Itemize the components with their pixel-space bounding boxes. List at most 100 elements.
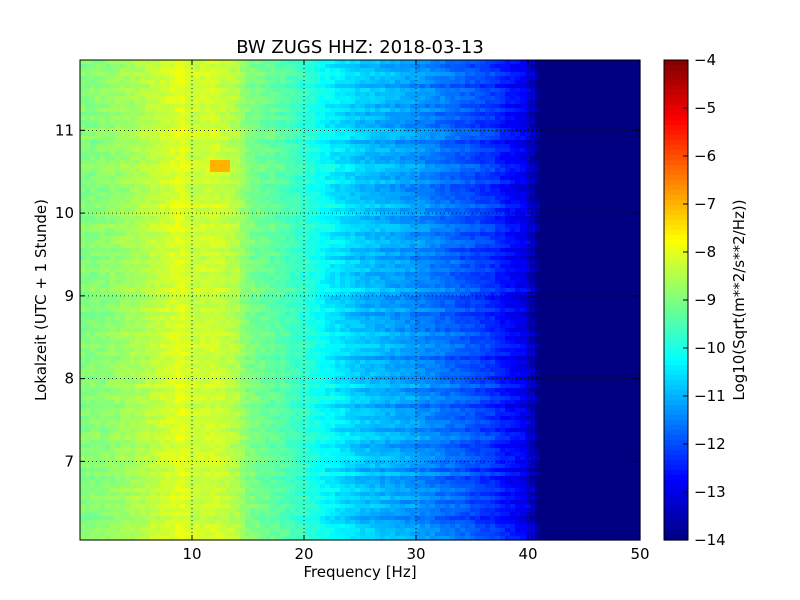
heatmap-cell <box>210 100 216 105</box>
heatmap-cell <box>585 144 591 149</box>
heatmap-cell <box>110 84 116 89</box>
heatmap-cell <box>95 120 101 125</box>
heatmap-cell <box>535 124 541 129</box>
heatmap-cell <box>490 132 496 137</box>
heatmap-cell <box>475 168 481 173</box>
heatmap-cell <box>450 120 456 125</box>
heatmap-cell <box>615 132 621 137</box>
heatmap-cell <box>280 72 286 77</box>
heatmap-cell <box>315 236 321 241</box>
heatmap-cell <box>95 224 101 229</box>
heatmap-cell <box>590 116 596 121</box>
heatmap-cell <box>440 164 446 169</box>
heatmap-cell <box>500 176 506 181</box>
heatmap-cell <box>540 164 546 169</box>
heatmap-cell <box>175 204 181 209</box>
heatmap-cell <box>465 144 471 149</box>
heatmap-cell <box>505 176 511 181</box>
heatmap-cell <box>355 236 361 241</box>
heatmap-cell <box>175 192 181 197</box>
heatmap-cell <box>315 220 321 225</box>
heatmap-cell <box>85 112 91 117</box>
heatmap-cell <box>535 112 541 117</box>
heatmap-cell <box>355 188 361 193</box>
heatmap-cell <box>460 80 466 85</box>
heatmap-cell <box>335 168 341 173</box>
heatmap-cell <box>330 212 336 217</box>
heatmap-cell <box>510 168 516 173</box>
heatmap-cell <box>260 192 266 197</box>
heatmap-cell <box>635 208 641 213</box>
heatmap-cell <box>170 76 176 81</box>
heatmap-cell <box>370 104 376 109</box>
heatmap-cell <box>355 124 361 129</box>
heatmap-cell <box>565 180 571 185</box>
heatmap-cell <box>205 232 211 237</box>
heatmap-cell <box>375 88 381 93</box>
heatmap-cell <box>340 228 346 233</box>
heatmap-cell <box>275 120 281 125</box>
heatmap-cell <box>390 92 396 97</box>
heatmap-cell <box>435 184 441 189</box>
heatmap-cell <box>565 188 571 193</box>
heatmap-cell <box>235 176 241 181</box>
heatmap-cell <box>155 116 161 121</box>
heatmap-cell <box>395 132 401 137</box>
heatmap-cell <box>230 116 236 121</box>
heatmap-cell <box>370 108 376 113</box>
heatmap-cell <box>215 136 221 141</box>
heatmap-cell <box>365 164 371 169</box>
heatmap-cell <box>425 144 431 149</box>
heatmap-cell <box>450 84 456 89</box>
heatmap-cell <box>615 172 621 177</box>
heatmap-cell <box>450 208 456 213</box>
heatmap-cell <box>555 116 561 121</box>
heatmap-cell <box>530 120 536 125</box>
heatmap-cell <box>300 212 306 217</box>
heatmap-cell <box>220 64 226 69</box>
heatmap-cell <box>625 224 631 229</box>
heatmap-cell <box>535 232 541 237</box>
heatmap-cell <box>440 168 446 173</box>
heatmap-cell <box>210 184 216 189</box>
heatmap-cell <box>335 112 341 117</box>
heatmap-cell <box>415 148 421 153</box>
heatmap-cell <box>135 64 141 69</box>
heatmap-cell <box>385 84 391 89</box>
heatmap-cell <box>260 100 266 105</box>
heatmap-cell <box>295 64 301 69</box>
heatmap-cell <box>320 60 326 65</box>
heatmap-cell <box>245 232 251 237</box>
heatmap-cell <box>435 96 441 101</box>
heatmap-cell <box>590 84 596 89</box>
heatmap-cell <box>225 220 231 225</box>
heatmap-cell <box>465 108 471 113</box>
heatmap-cell <box>215 64 221 69</box>
heatmap-cell <box>250 80 256 85</box>
heatmap-cell <box>560 96 566 101</box>
heatmap-cell <box>115 200 121 205</box>
heatmap-cell <box>600 84 606 89</box>
heatmap-cell <box>470 72 476 77</box>
heatmap-cell <box>575 228 581 233</box>
heatmap-cell <box>385 92 391 97</box>
heatmap-cell <box>535 100 541 105</box>
heatmap-cell <box>245 164 251 169</box>
heatmap-cell <box>620 104 626 109</box>
heatmap-cell <box>365 116 371 121</box>
heatmap-cell <box>410 108 416 113</box>
heatmap-cell <box>525 136 531 141</box>
heatmap-cell <box>370 232 376 237</box>
heatmap-cell <box>330 236 336 241</box>
heatmap-cell <box>195 128 201 133</box>
heatmap-cell <box>270 92 276 97</box>
heatmap-cell <box>95 204 101 209</box>
heatmap-cell <box>215 104 221 109</box>
heatmap-cell <box>505 64 511 69</box>
heatmap-cell <box>105 204 111 209</box>
heatmap-cell <box>200 116 206 121</box>
heatmap-cell <box>205 68 211 73</box>
heatmap-cell <box>345 148 351 153</box>
heatmap-cell <box>515 204 521 209</box>
heatmap-cell <box>525 148 531 153</box>
